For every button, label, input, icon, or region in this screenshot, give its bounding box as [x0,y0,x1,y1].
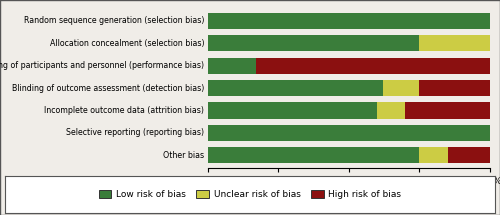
Bar [208,147,420,163]
Bar [405,103,490,119]
Bar [377,103,405,119]
Text: Blinding of outcome assessment (detection bias): Blinding of outcome assessment (detectio… [12,84,204,93]
Bar [208,80,382,96]
Text: Allocation concealment (selection bias): Allocation concealment (selection bias) [50,39,204,48]
Bar [256,58,490,74]
Bar [208,13,490,29]
Text: Incomplete outcome data (attrition bias): Incomplete outcome data (attrition bias) [44,106,204,115]
Bar [420,80,490,96]
Text: Other bias: Other bias [163,151,204,160]
Bar [420,147,448,163]
Legend: Low risk of bias, Unclear risk of bias, High risk of bias: Low risk of bias, Unclear risk of bias, … [96,187,404,202]
Bar [208,35,420,51]
Bar [208,58,256,74]
Text: Blinding of participants and personnel (performance bias): Blinding of participants and personnel (… [0,61,204,70]
Text: Selective reporting (reporting bias): Selective reporting (reporting bias) [66,129,204,137]
Bar [208,103,377,119]
Bar [208,125,490,141]
Bar [420,35,490,51]
Text: Random sequence generation (selection bias): Random sequence generation (selection bi… [24,16,204,25]
Bar [448,147,490,163]
Bar [382,80,420,96]
